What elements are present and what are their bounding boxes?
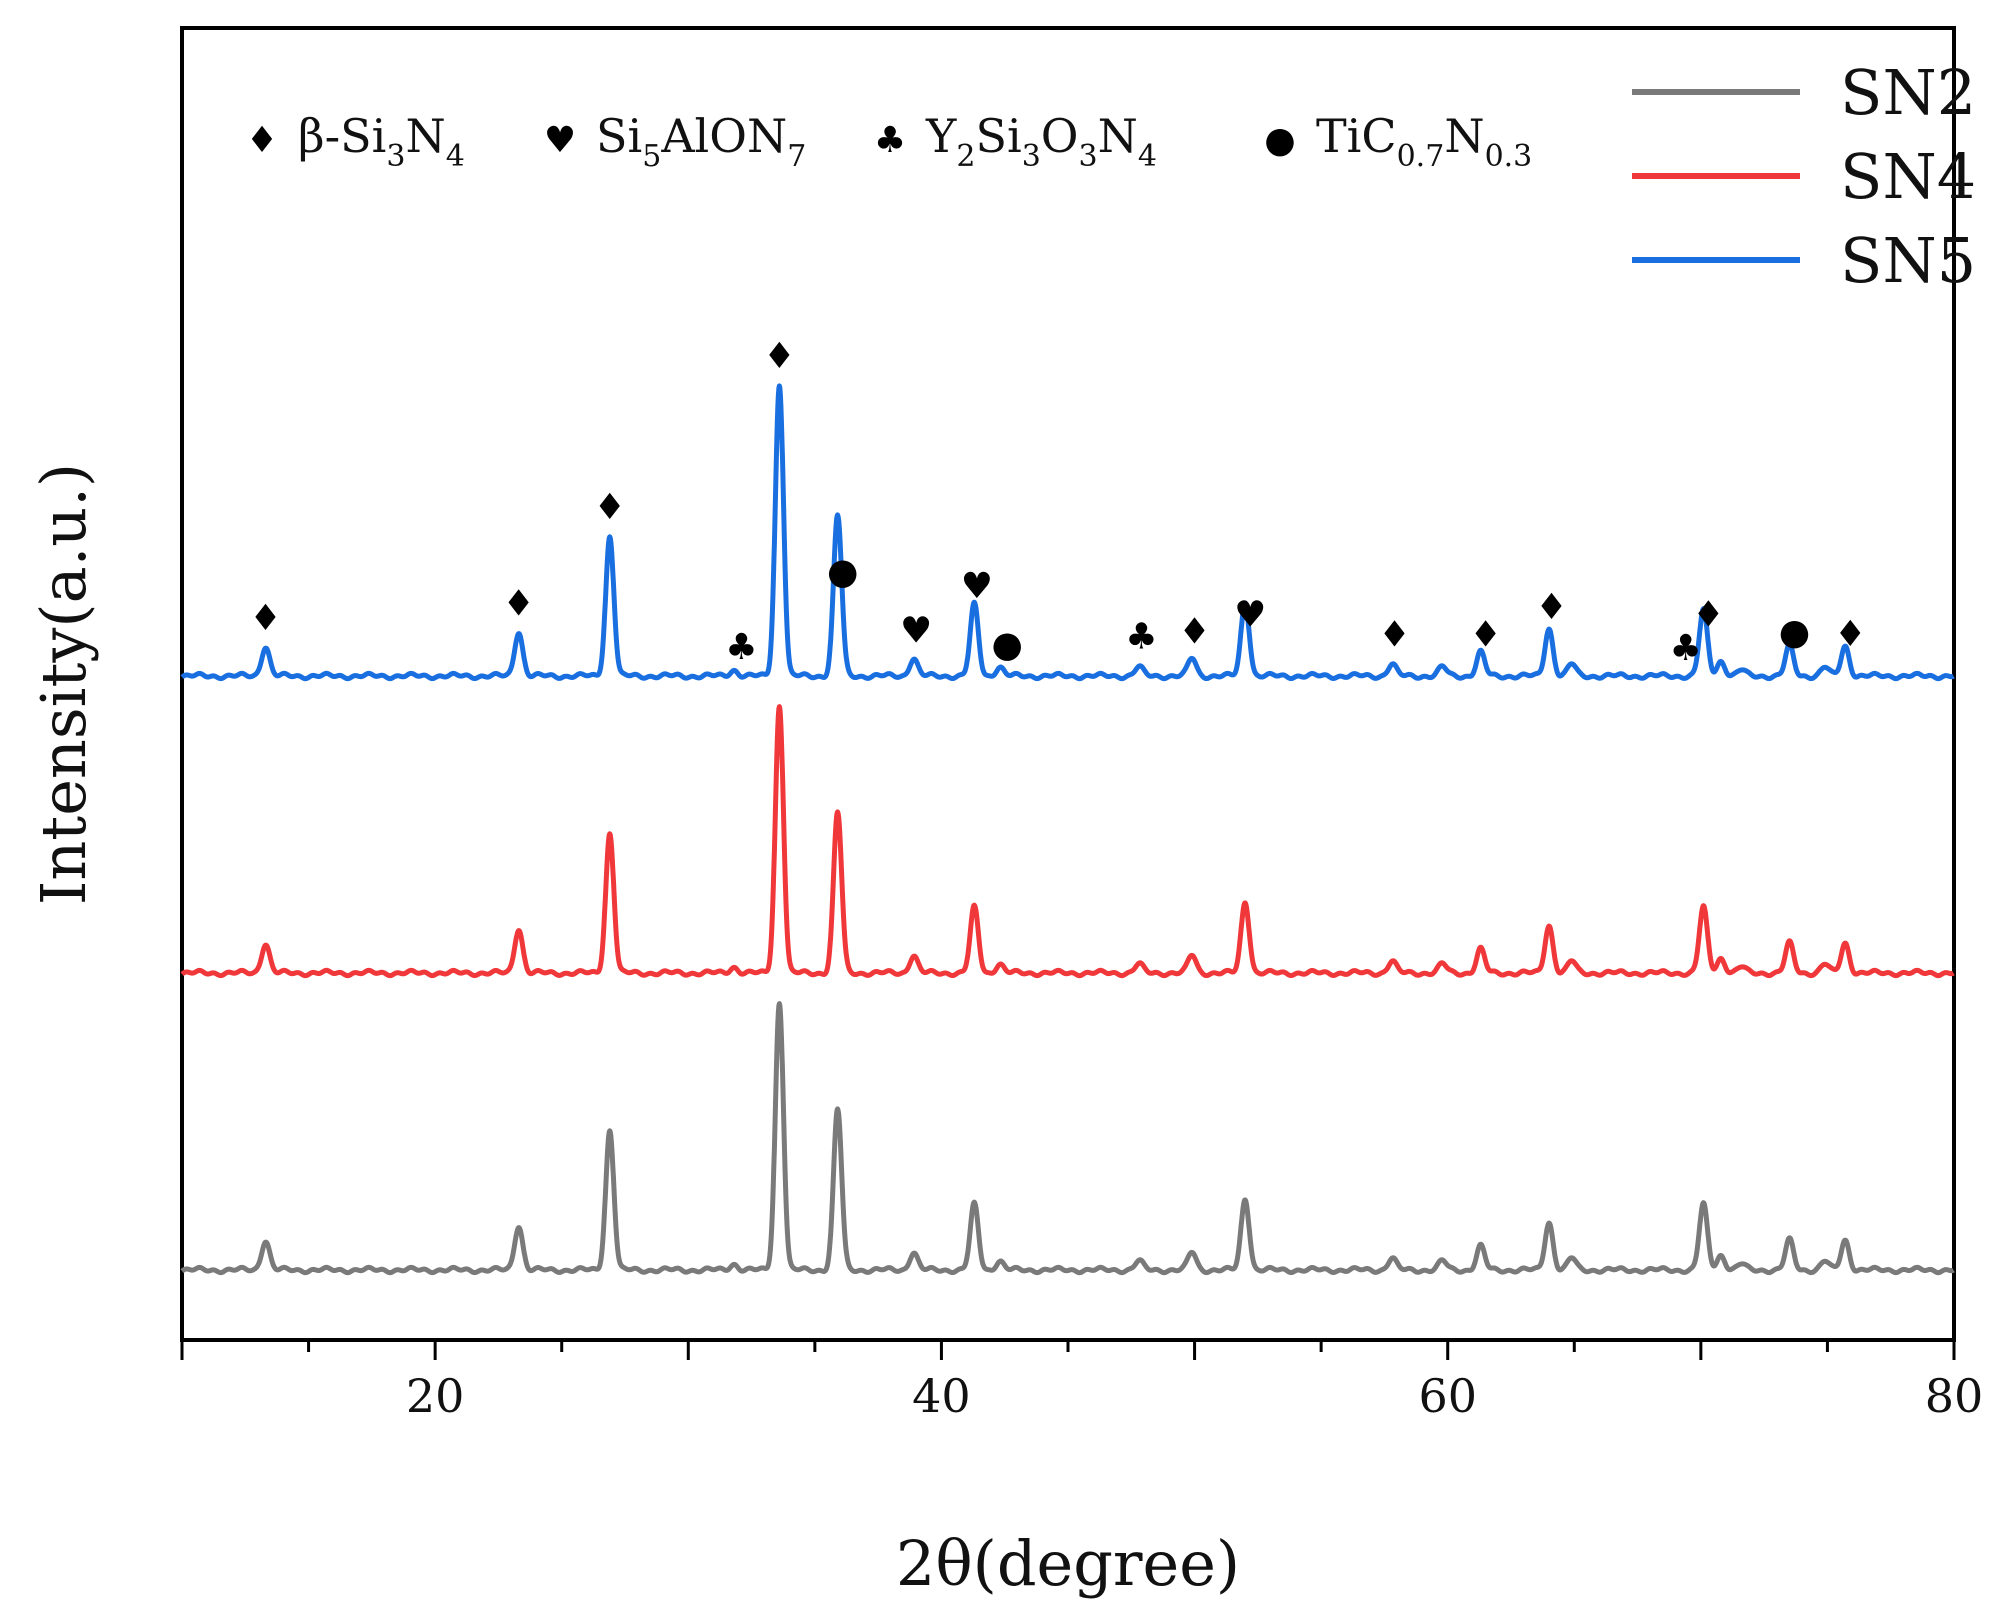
peak-marker: ●: [827, 552, 858, 593]
y-axis-title: Intensity(a.u.): [27, 463, 100, 905]
x-axis-tick-labels: 20 40 60 80: [406, 1369, 1983, 1423]
series-line-sn5: [180, 383, 1956, 682]
phase-label-part: AlON: [660, 109, 787, 163]
phase-label-part: 3: [1079, 139, 1098, 174]
peak-marker: ♣: [1670, 628, 1702, 669]
peak-marker: ♦: [503, 584, 535, 625]
phase-label: β-Si3N4: [298, 109, 465, 174]
phase-label-part: Y: [925, 109, 957, 163]
series-layer: [180, 383, 1956, 1276]
phase-legend-item-beta-si3n4: ♦ β-Si3N4: [246, 109, 465, 174]
phase-label-part: 3: [386, 139, 405, 174]
phase-symbol: ♥: [544, 120, 576, 161]
phase-legend-item-tic07n03: ● TiC0.7N0.3: [1264, 109, 1532, 174]
peak-marker: ♥: [1234, 594, 1266, 635]
peak-marker: ♦: [1470, 614, 1502, 655]
plot-frame: [180, 26, 1956, 1342]
phase-label-part: 0.3: [1485, 139, 1533, 174]
legend-label: SN5: [1840, 224, 1976, 297]
peak-marker: ♦: [1378, 615, 1410, 656]
phase-label: Y2Si3O3N4: [925, 109, 1157, 174]
phase-legend-item-y2si3o3n4: ♣ Y2Si3O3N4: [874, 109, 1157, 174]
series-legend: SN2 SN4 SN5: [1632, 56, 1976, 297]
phase-label-part: β-Si: [298, 109, 386, 163]
peak-markers: ♦ ♦♦♣♦●♥♥● ♣ ♦ ♥ ♦ ♦♦♣♦ ● ♦: [249, 336, 1866, 669]
x-tick-label: 60: [1418, 1369, 1477, 1423]
peak-marker: ♥: [961, 566, 993, 607]
phase-label: Si5AlON7: [596, 109, 806, 174]
phase-symbol: ●: [1264, 120, 1295, 161]
peak-marker: ♦: [1535, 587, 1567, 628]
legend-label: SN2: [1840, 56, 1976, 129]
phase-label-part: 4: [446, 139, 465, 174]
peak-marker: ♦: [1178, 611, 1210, 652]
peak-marker: ♦: [763, 336, 795, 377]
legend-label: SN4: [1840, 140, 1976, 213]
phase-label-part: N: [405, 109, 445, 163]
phase-label-part: 0.7: [1397, 139, 1445, 174]
legend-item-sn5: SN5: [1632, 224, 1976, 297]
phase-label-part: 3: [1022, 139, 1041, 174]
phase-legend-item-si5alon7: ♥ Si5AlON7: [544, 109, 806, 174]
x-tick-label: 80: [1925, 1369, 1984, 1423]
phase-label-part: TiC: [1316, 109, 1397, 163]
peak-marker: ●: [1779, 612, 1810, 653]
peak-marker: ♣: [725, 627, 757, 668]
peak-marker: ♦: [249, 598, 281, 639]
phase-label-part: N: [1098, 109, 1138, 163]
x-tick-label: 20: [406, 1369, 465, 1423]
phase-legend: ♦ β-Si3N4 ♥ Si5AlON7 ♣ Y2Si3O3N4 ● TiC0.7N0.3: [246, 109, 1532, 174]
phase-label-part: 7: [787, 139, 806, 174]
peak-marker: ♥: [900, 611, 932, 652]
legend-item-sn2: SN2: [1632, 56, 1976, 129]
x-tick-label: 40: [912, 1369, 971, 1423]
peak-marker: ♦: [594, 487, 626, 528]
peak-marker: ♦: [1834, 614, 1866, 655]
phase-label-part: N: [1444, 109, 1484, 163]
phase-label-part: O: [1041, 109, 1079, 163]
phase-label: TiC0.7N0.3: [1316, 109, 1532, 174]
series-line-sn2: [180, 1001, 1956, 1276]
x-axis-ticks: [180, 1340, 1956, 1360]
phase-label-part: 2: [956, 139, 975, 174]
phase-symbol: ♣: [874, 120, 906, 161]
peak-marker: ●: [992, 624, 1023, 665]
peak-marker: ♣: [1125, 616, 1157, 657]
phase-label-part: 5: [642, 139, 661, 174]
legend-item-sn4: SN4: [1632, 140, 1976, 213]
phase-label-part: Si: [975, 109, 1021, 163]
phase-symbol: ♦: [246, 120, 278, 161]
phase-label-part: Si: [596, 109, 642, 163]
peak-marker: ♦: [1692, 595, 1724, 636]
x-axis-title: 2θ(degree): [896, 1527, 1240, 1600]
phase-label-part: 4: [1138, 139, 1157, 174]
series-line-sn4: [180, 704, 1956, 979]
